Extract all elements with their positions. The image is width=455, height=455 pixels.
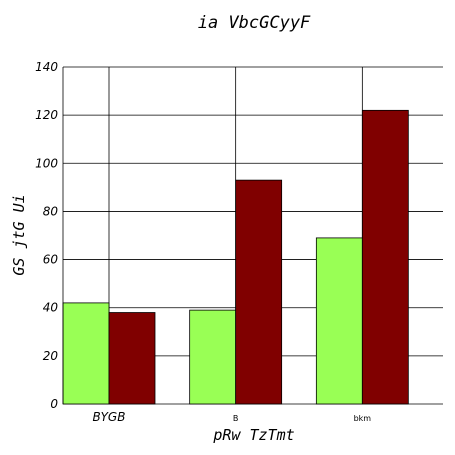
y-tick-label: 120 <box>35 108 58 122</box>
bar <box>109 313 155 404</box>
y-tick-label: 100 <box>35 156 58 170</box>
y-tick-label: 80 <box>43 204 59 218</box>
y-tick-label: 60 <box>43 253 59 267</box>
bar <box>362 110 408 404</box>
x-tick-label: BYGB <box>93 410 126 424</box>
bar <box>63 303 109 404</box>
x-tick-label: bkm <box>354 414 372 423</box>
y-tick-label: 0 <box>50 397 58 411</box>
x-axis-label: pRw TzTmt <box>212 426 294 444</box>
y-tick-label: 20 <box>43 349 59 363</box>
bar <box>236 180 282 404</box>
y-tick-label: 140 <box>35 60 58 74</box>
bar <box>190 310 236 404</box>
y-tick-label: 40 <box>43 301 59 315</box>
bar <box>316 238 362 404</box>
x-tick-label: B <box>233 414 239 423</box>
y-tick-labels: 0 20 40 60 80 100 120 140 <box>35 60 58 411</box>
chart-title: ia VbcGCyyF <box>198 13 311 33</box>
y-axis-label: GS jtG Ui <box>10 194 28 275</box>
